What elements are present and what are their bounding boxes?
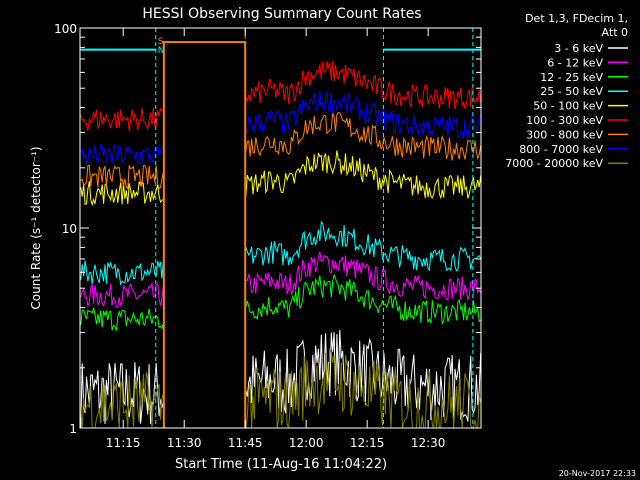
y-axis-label: Count Rate (s⁻¹ detector⁻¹) [29,146,43,309]
series-line [245,60,482,110]
series-line [245,90,482,140]
legend-label: 50 - 100 keV [533,100,603,113]
x-tick-label: 11:15 [106,436,141,450]
legend-label: 25 - 50 keV [540,85,603,98]
series-line [245,220,482,272]
series-25-50keV [80,220,482,287]
footer-date: 20-Nov-2017 22:33 [559,469,636,478]
series-line [80,180,164,207]
gap-bracket [162,41,247,428]
marker-N: N [158,46,165,56]
x-axis-label: Start Time (11-Aug-16 11:04:22) [175,457,387,472]
series-12-25keV [80,273,482,331]
x-tick-label: 11:30 [167,436,202,450]
y-tick-label: 1 [69,422,77,436]
legend-header-line-2: Att 0 [602,26,628,39]
legend-label: 6 - 12 keV [547,56,603,69]
x-tick-label: 12:00 [289,436,324,450]
series-line [245,112,482,161]
series-line [80,143,164,165]
series-3-6keV [80,329,482,428]
marker-S: S [158,37,164,47]
series-line [245,348,482,429]
series-line [80,164,164,190]
series-line [80,307,164,331]
legend-label: 12 - 25 keV [540,71,603,84]
series-6-12keV [80,251,482,308]
legend-label: 300 - 800 keV [526,128,603,141]
series-300-800keV [80,112,482,190]
chart-title: HESSI Observing Summary Count Rates [142,6,421,22]
y-axis: 1 10 100 [54,22,481,436]
series-line [80,281,164,308]
x-axis: 11:15 11:30 11:45 12:00 12:15 12:30 [106,28,446,450]
x-tick-label: 12:30 [411,436,446,450]
legend-label: 800 - 7000 keV [519,143,603,156]
x-tick-label: 11:45 [228,436,263,450]
legend-header-line-1: Det 1,3, FDecim 1, [525,12,628,25]
series-line [80,260,164,287]
series-line [80,107,164,132]
series-line [245,251,482,302]
series-100-300keV [80,60,482,132]
y-tick-label: 100 [54,22,77,36]
series-line [245,329,482,422]
y-tick-label: 10 [62,222,77,236]
plot-area: SN [80,28,482,429]
series-line [245,273,482,326]
legend-label: 7000 - 20000 keV [505,157,603,170]
legend-label: 100 - 300 keV [526,114,603,127]
x-tick-label: 12:15 [350,436,385,450]
series-line [80,362,164,428]
series-800-7000keV [80,90,482,165]
series-line [245,150,482,200]
legend-label: 3 - 6 keV [554,42,603,55]
series-50-100keV [80,150,482,207]
